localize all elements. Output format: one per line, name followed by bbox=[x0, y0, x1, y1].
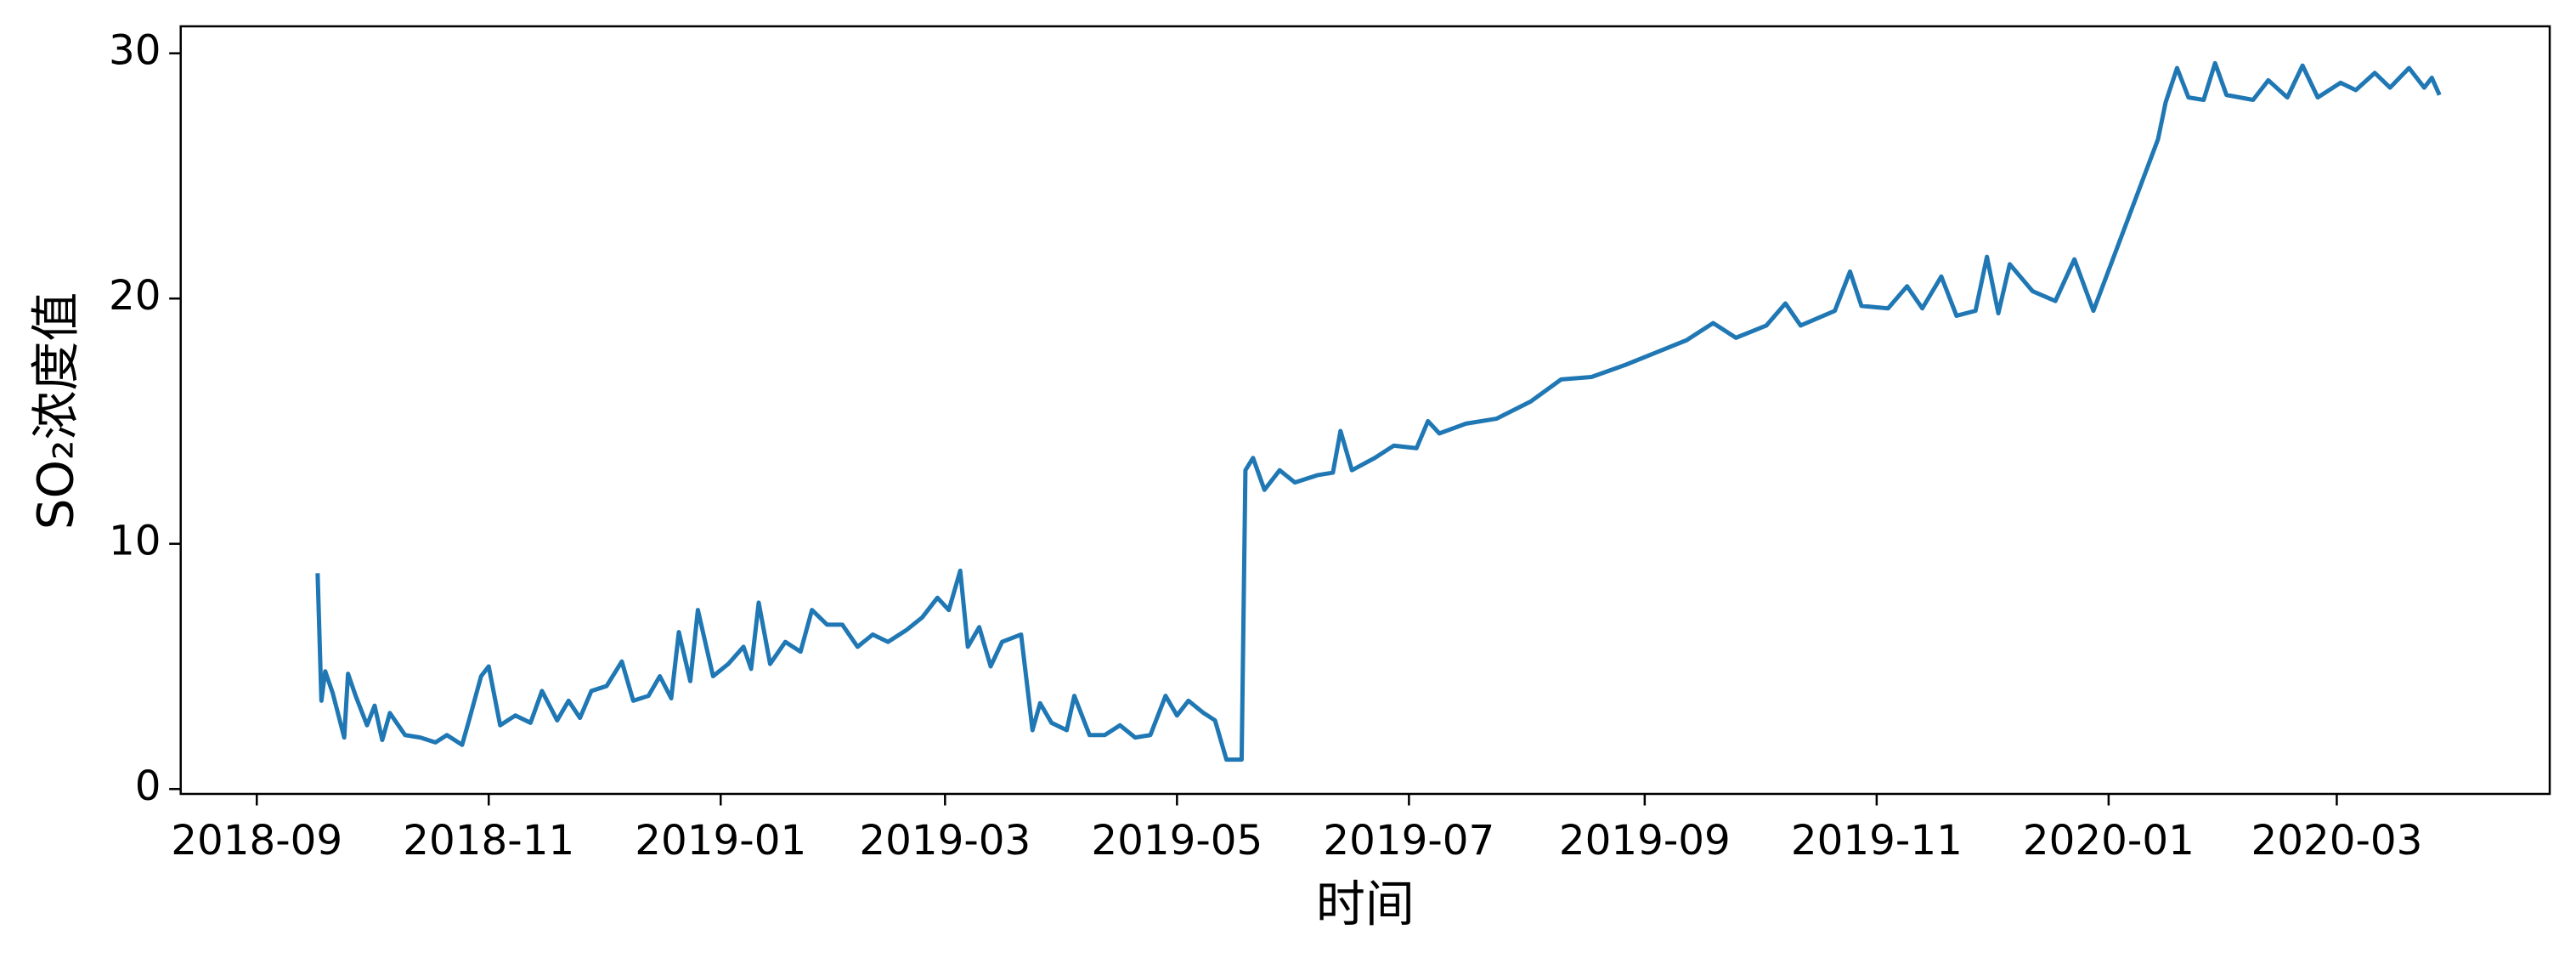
x-tick-label: 2019-11 bbox=[1791, 817, 1963, 864]
x-tick-label: 2019-07 bbox=[1323, 817, 1494, 864]
x-axis-label: 时间 bbox=[1316, 876, 1415, 933]
x-tick-label: 2018-11 bbox=[403, 817, 574, 864]
y-tick-label: 20 bbox=[109, 272, 161, 320]
x-tick-label: 2020-03 bbox=[2251, 817, 2422, 864]
x-tick-label: 2019-03 bbox=[859, 817, 1031, 864]
y-tick-label: 30 bbox=[109, 27, 161, 75]
x-tick-label: 2018-09 bbox=[171, 817, 342, 864]
x-tick-label: 2019-01 bbox=[635, 817, 806, 864]
x-tick-label: 2019-09 bbox=[1559, 817, 1731, 864]
y-axis-label: SO₂浓度值 bbox=[27, 292, 85, 530]
x-tick-label: 2019-05 bbox=[1091, 817, 1263, 864]
y-tick-label: 10 bbox=[109, 518, 161, 565]
x-tick-label: 2020-01 bbox=[2023, 817, 2195, 864]
y-tick-label: 0 bbox=[135, 762, 161, 810]
data-line bbox=[315, 60, 2442, 762]
axes-frame bbox=[179, 25, 2551, 796]
